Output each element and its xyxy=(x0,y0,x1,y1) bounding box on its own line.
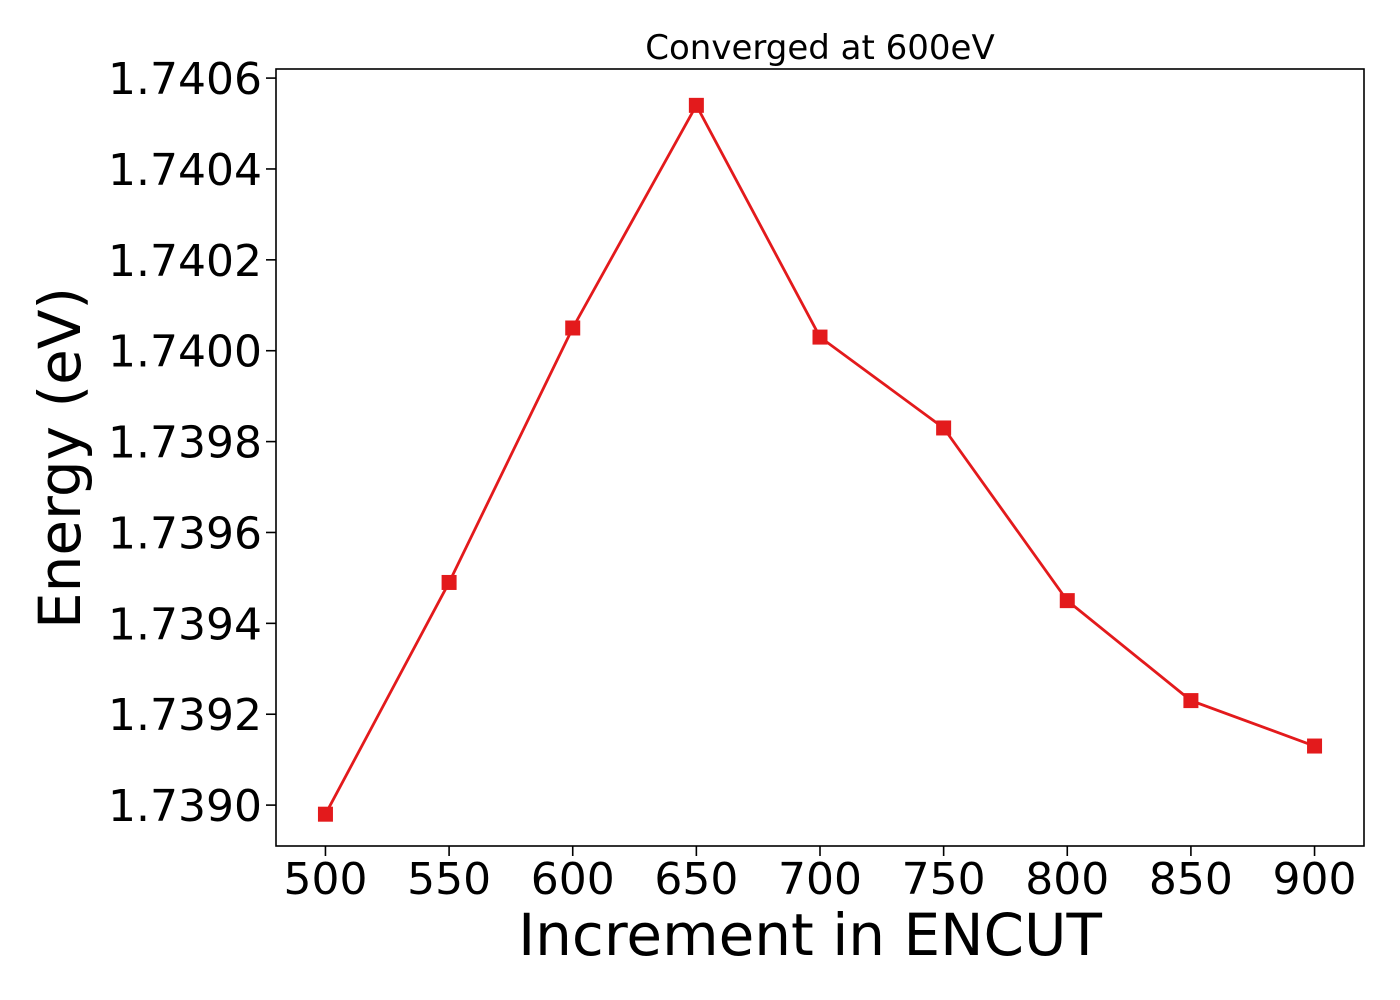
x-tick-label: 700 xyxy=(778,854,862,905)
data-point-marker xyxy=(1059,593,1075,609)
x-tick-label: 750 xyxy=(902,854,986,905)
data-point-marker xyxy=(688,97,704,113)
data-point-marker xyxy=(1183,693,1199,709)
x-axis-label: Increment in ENCUT xyxy=(518,901,1102,969)
data-point-marker xyxy=(565,320,581,336)
y-tick-label: 1.7406 xyxy=(108,54,262,105)
series-layer xyxy=(317,97,1323,822)
x-tick-label: 500 xyxy=(283,854,367,905)
y-tick-label: 1.7402 xyxy=(108,236,262,287)
y-axis: 1.7390 1.7392 1.7394 1.7396 1.7398 1.7400 1.74… xyxy=(108,54,276,832)
x-tick-label: 550 xyxy=(407,854,491,905)
data-point-marker xyxy=(441,574,457,590)
x-tick-label: 850 xyxy=(1149,854,1233,905)
y-tick-label: 1.7392 xyxy=(108,690,262,741)
y-tick-label: 1.7396 xyxy=(108,508,262,559)
data-point-marker xyxy=(936,420,952,436)
y-tick-label: 1.7390 xyxy=(108,781,262,832)
y-tick-label: 1.7394 xyxy=(108,599,262,650)
y-tick-label: 1.7400 xyxy=(108,327,262,378)
y-tick-label: 1.7398 xyxy=(108,418,262,469)
data-point-marker xyxy=(317,806,333,822)
data-point-marker xyxy=(1307,738,1323,754)
y-axis-label: Energy (eV) xyxy=(26,287,94,629)
data-point-marker xyxy=(812,329,828,345)
y-tick-label: 1.7404 xyxy=(108,145,262,196)
x-tick-label: 650 xyxy=(654,854,738,905)
x-tick-label: 900 xyxy=(1273,854,1357,905)
chart-title: Converged at 600eV xyxy=(645,28,994,68)
x-axis: 500 550 600 650 700 750 800 850 900 xyxy=(283,846,1357,905)
x-tick-label: 600 xyxy=(531,854,615,905)
x-tick-label: 800 xyxy=(1025,854,1109,905)
